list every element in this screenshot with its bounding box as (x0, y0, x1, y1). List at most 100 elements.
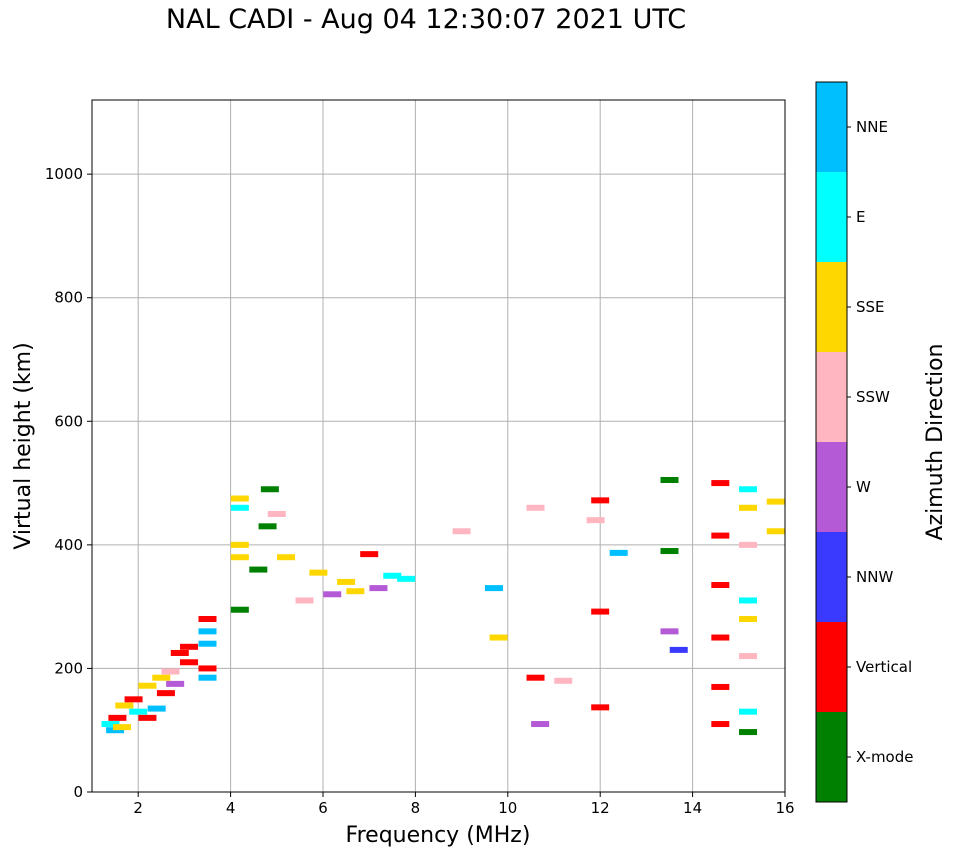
echo-point (711, 582, 730, 589)
echo-point (180, 643, 199, 650)
colorbar-segment (816, 172, 847, 262)
colorbar-tick-label: NNW (856, 568, 893, 586)
colorbar-segment (816, 532, 847, 622)
echo-point (267, 510, 286, 517)
y-tick-label: 0 (73, 783, 83, 801)
colorbar: X-mode Vertical NNW W SSW SSE E NNE (815, 81, 913, 803)
colorbar-segment (816, 622, 847, 712)
echo-point (156, 690, 175, 697)
echo-point (766, 498, 785, 505)
plot-frame (91, 99, 786, 793)
colorbar-segment (816, 352, 847, 442)
echo-point (198, 674, 217, 681)
echo-point (138, 714, 157, 721)
y-axis-label: Virtual height (km) (11, 342, 36, 549)
echo-point (383, 572, 402, 579)
echo-point (101, 721, 120, 728)
echo-point (249, 566, 268, 573)
echo-point (138, 682, 157, 689)
echo-point (295, 597, 314, 604)
echo-point (660, 476, 679, 483)
echo-point (711, 480, 730, 487)
echo-point (739, 653, 758, 660)
y-axis-ticks: 0 200 400 600 800 1000 (45, 165, 92, 801)
echo-point (739, 486, 758, 493)
echo-point (230, 606, 249, 613)
y-tick-label: 200 (54, 659, 83, 677)
echo-point (152, 674, 171, 681)
colorbar-tick-label: Vertical (856, 658, 912, 676)
echo-point (609, 549, 628, 556)
x-tick-label: 16 (775, 799, 794, 817)
colorbar-tick-label: SSW (856, 388, 890, 406)
chart-title: NAL CADI - Aug 04 12:30:07 2021 UTC (165, 4, 687, 35)
colorbar-segment (816, 712, 847, 802)
echo-point (739, 708, 758, 715)
x-tick-label: 10 (498, 799, 517, 817)
echo-point (531, 721, 550, 728)
x-tick-label: 8 (411, 799, 421, 817)
echo-point (660, 628, 679, 635)
echo-point (106, 727, 125, 734)
echo-point (739, 597, 758, 604)
colorbar-tick-label: W (856, 478, 871, 496)
echo-point (484, 585, 503, 592)
echo-point (309, 569, 328, 576)
colorbar-segment (816, 82, 847, 172)
y-tick-label: 400 (54, 536, 83, 554)
echo-point (739, 504, 758, 511)
echo-point (180, 659, 199, 666)
echo-point (323, 591, 342, 598)
echo-point (526, 674, 545, 681)
echo-point (277, 554, 296, 561)
colorbar-segment (816, 442, 847, 532)
echo-point (198, 616, 217, 622)
echo-point (711, 683, 730, 690)
y-tick-label: 800 (54, 289, 83, 307)
echo-point (739, 541, 758, 548)
echo-point (586, 517, 605, 524)
echo-point (258, 523, 277, 530)
echo-point (711, 634, 730, 641)
colorbar-segment (816, 262, 847, 352)
echo-point (124, 696, 143, 703)
echo-point (147, 705, 166, 712)
colorbar-frame (815, 81, 848, 803)
echo-point (166, 680, 185, 687)
y-tick-label: 1000 (45, 165, 83, 183)
echo-point (452, 528, 471, 535)
echo-point (113, 724, 132, 731)
echo-point (489, 634, 508, 641)
colorbar-tick-label: E (856, 208, 865, 226)
x-tick-label: 12 (591, 799, 610, 817)
echo-point (260, 486, 279, 493)
x-axis-ticks: 2 4 6 8 10 12 14 16 (133, 792, 795, 817)
echo-point (360, 551, 379, 558)
echo-point (711, 721, 730, 728)
x-tick-label: 14 (683, 799, 702, 817)
echo-point (739, 729, 758, 736)
echo-point (198, 665, 217, 672)
echo-point (591, 704, 610, 711)
echo-point (346, 588, 365, 595)
echo-point (170, 649, 189, 656)
echo-point (669, 646, 688, 653)
colorbar-tick-label: NNE (856, 118, 888, 136)
y-tick-label: 600 (54, 412, 83, 430)
echo-point (766, 528, 785, 535)
echo-point (108, 714, 127, 721)
x-tick-label: 4 (226, 799, 236, 817)
echo-point (198, 640, 217, 647)
echo-point (591, 497, 610, 504)
colorbar-label: Azimuth Direction (923, 343, 948, 540)
echo-point (230, 541, 249, 548)
x-axis-label: Frequency (MHz) (346, 823, 531, 848)
echo-point (369, 585, 388, 592)
echo-point (129, 708, 148, 715)
echo-point (711, 532, 730, 539)
echo-point (660, 548, 679, 555)
echo-point (198, 628, 217, 635)
data-points (101, 476, 785, 736)
echo-point (115, 702, 134, 709)
